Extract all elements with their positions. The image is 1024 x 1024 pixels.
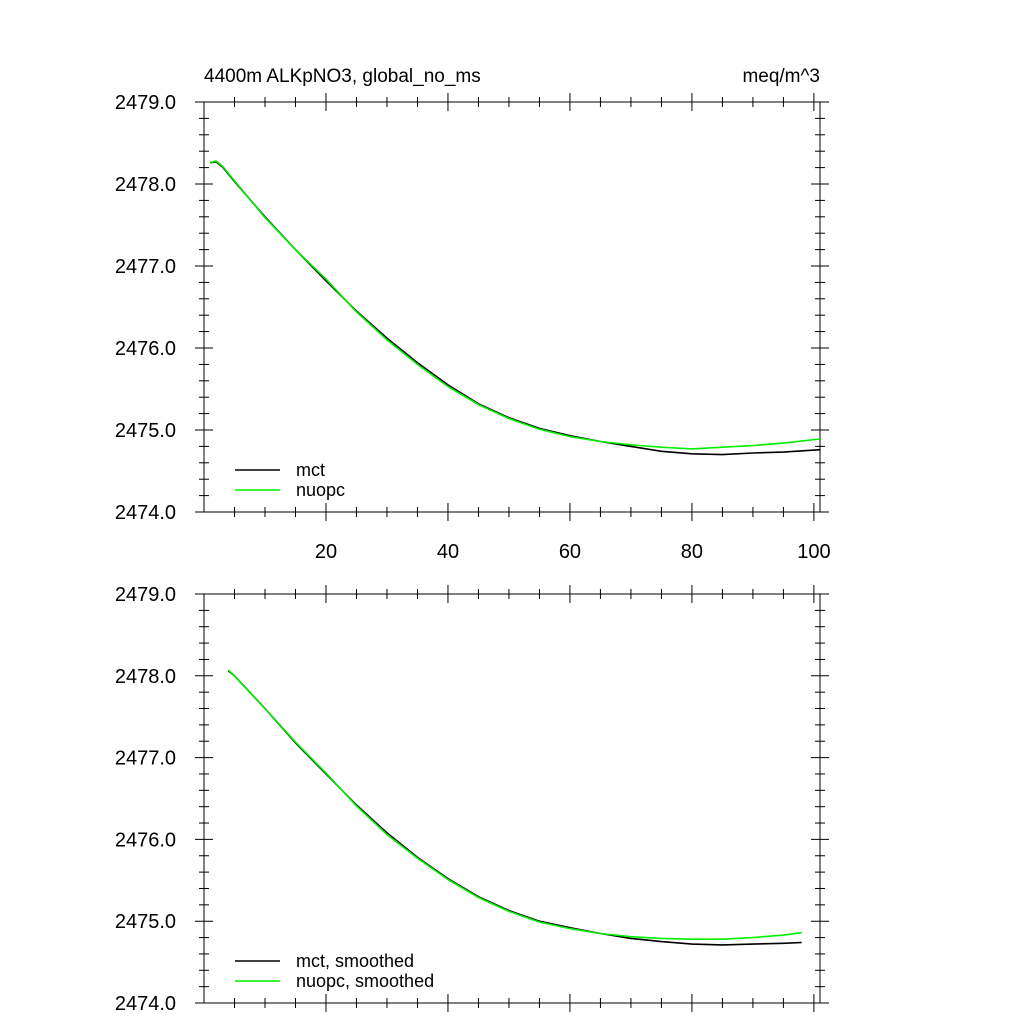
y-tick-label: 2479.0 [115,92,176,114]
x-tick-label: 60 [559,541,581,563]
x-ticks [233,585,815,1012]
x-ticks [233,93,815,521]
y-tick-label: 2474.0 [115,993,176,1015]
plot-frame [203,593,821,1004]
y-tick-label: 2476.0 [115,338,176,360]
plot-title: 4400m ALKpNO3, global_no_ms [204,66,481,87]
series-line-nuopc [227,669,802,941]
y-ticks [195,101,829,513]
series-line-nuopc [209,160,821,450]
y-tick-label: 2478.0 [115,174,176,196]
series-line-mct [209,161,821,456]
y-tick-label: 2474.0 [115,502,176,524]
y-tick-label: 2478.0 [115,666,176,688]
y-tick-label: 2475.0 [115,911,176,933]
x-tick-label: 80 [681,541,703,563]
top-panel: 20 40 60 80 100 2474.0 2475.0 2476.0 2477.0 2478.… [115,92,831,563]
x-tick-label: 20 [315,541,337,563]
y-ticks [195,593,829,1004]
y-tick-label: 2477.0 [115,256,176,278]
x-tick-label: 100 [797,541,830,563]
legend-label: nuopc, smoothed [296,971,434,991]
legend-label: mct [296,460,325,480]
units-label: meq/m^3 [742,66,820,87]
x-tick-label: 40 [437,541,459,563]
bottom-panel: 2474.0 2475.0 2476.0 2477.0 2478.0 2479.0 mct,… [115,584,829,1015]
y-tick-label: 2479.0 [115,584,176,606]
y-tick-label: 2477.0 [115,748,176,770]
y-tick-label: 2475.0 [115,420,176,442]
series-line-mct [227,670,802,946]
legend-label: nuopc [296,480,345,500]
legend-label: mct, smoothed [296,951,414,971]
y-tick-label: 2476.0 [115,829,176,851]
plot-frame [203,101,821,513]
